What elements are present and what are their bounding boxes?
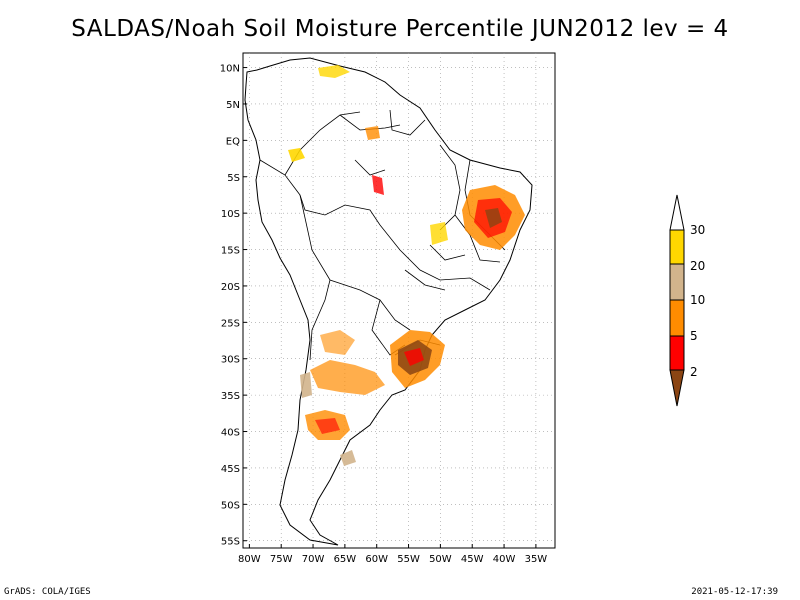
patch-bra-central — [430, 222, 448, 245]
colorbar-label-2: 2 — [690, 365, 698, 379]
patch-rs-red — [404, 348, 424, 366]
patch-patagonia-core — [315, 418, 340, 434]
patch-amazon-red — [372, 175, 384, 195]
lat-tick-label: 50S — [221, 500, 240, 511]
patch-ven — [318, 65, 350, 78]
lon-tick-label: 50W — [429, 554, 452, 565]
latitude-labels: 10N 5N EQ 5S 10S 15S 20S 25S 30S 35S 40S 45S 50S 55S — [220, 64, 240, 548]
map-title: SALDAS/Noah Soil Moisture Percentile JUN… — [71, 16, 729, 42]
lat-tick-label: 10N — [220, 64, 240, 75]
patch-col — [288, 148, 305, 162]
colorbar: 30 20 10 5 2 — [669, 194, 705, 407]
south-america-outline — [244, 57, 533, 546]
patch-chile — [300, 372, 312, 398]
lat-tick-label: 40S — [221, 428, 240, 439]
lon-tick-label: 65W — [334, 554, 357, 565]
lat-tick-label: 10S — [221, 209, 240, 220]
lat-tick-label: 5N — [226, 100, 240, 111]
lat-tick-label: 45S — [221, 464, 240, 475]
lat-tick-label: EQ — [226, 136, 240, 147]
lat-tick-label: 25S — [221, 318, 240, 329]
patch-central-argentina — [310, 360, 385, 395]
colorbar-bin-20 — [669, 263, 685, 301]
lon-tick-label: 75W — [270, 554, 293, 565]
footer-timestamp: 2021-05-12-17:39 — [691, 587, 778, 597]
longitude-labels: 80W 75W 70W 65W 60W 55W 50W 45W 40W 35W — [238, 554, 547, 565]
colorbar-bin-10 — [669, 299, 685, 337]
patch-andes-arg — [320, 330, 355, 355]
colorbar-label-20: 20 — [690, 259, 705, 273]
lon-tick-label: 60W — [365, 554, 388, 565]
colorbar-label-30: 30 — [690, 223, 705, 237]
colorbar-label-10: 10 — [690, 293, 705, 307]
lat-tick-label: 55S — [221, 537, 240, 548]
footer-credit: GrADS: COLA/IGES — [4, 587, 91, 597]
lon-tick-label: 40W — [493, 554, 516, 565]
patch-ne-brazil-dark — [485, 208, 502, 228]
lat-tick-label: 5S — [227, 173, 240, 184]
lon-tick-label: 80W — [238, 554, 261, 565]
percentile-patches — [288, 65, 525, 466]
patch-pampas — [340, 450, 356, 466]
map-frame — [242, 52, 556, 549]
patch-north-bra — [365, 126, 380, 140]
lon-tick-label: 45W — [461, 554, 484, 565]
colorbar-bottom-arrow — [669, 369, 685, 407]
lon-tick-label: 70W — [302, 554, 325, 565]
lat-tick-label: 30S — [221, 355, 240, 366]
lat-tick-label: 20S — [221, 282, 240, 293]
lon-tick-label: 55W — [397, 554, 420, 565]
colorbar-top-arrow — [669, 194, 685, 231]
colorbar-bin-5 — [669, 335, 685, 371]
colorbar-bin-30 — [669, 229, 685, 265]
lat-tick-label: 15S — [221, 246, 240, 257]
lat-tick-label: 35S — [221, 391, 240, 402]
lon-tick-label: 35W — [525, 554, 548, 565]
colorbar-label-5: 5 — [690, 329, 698, 343]
